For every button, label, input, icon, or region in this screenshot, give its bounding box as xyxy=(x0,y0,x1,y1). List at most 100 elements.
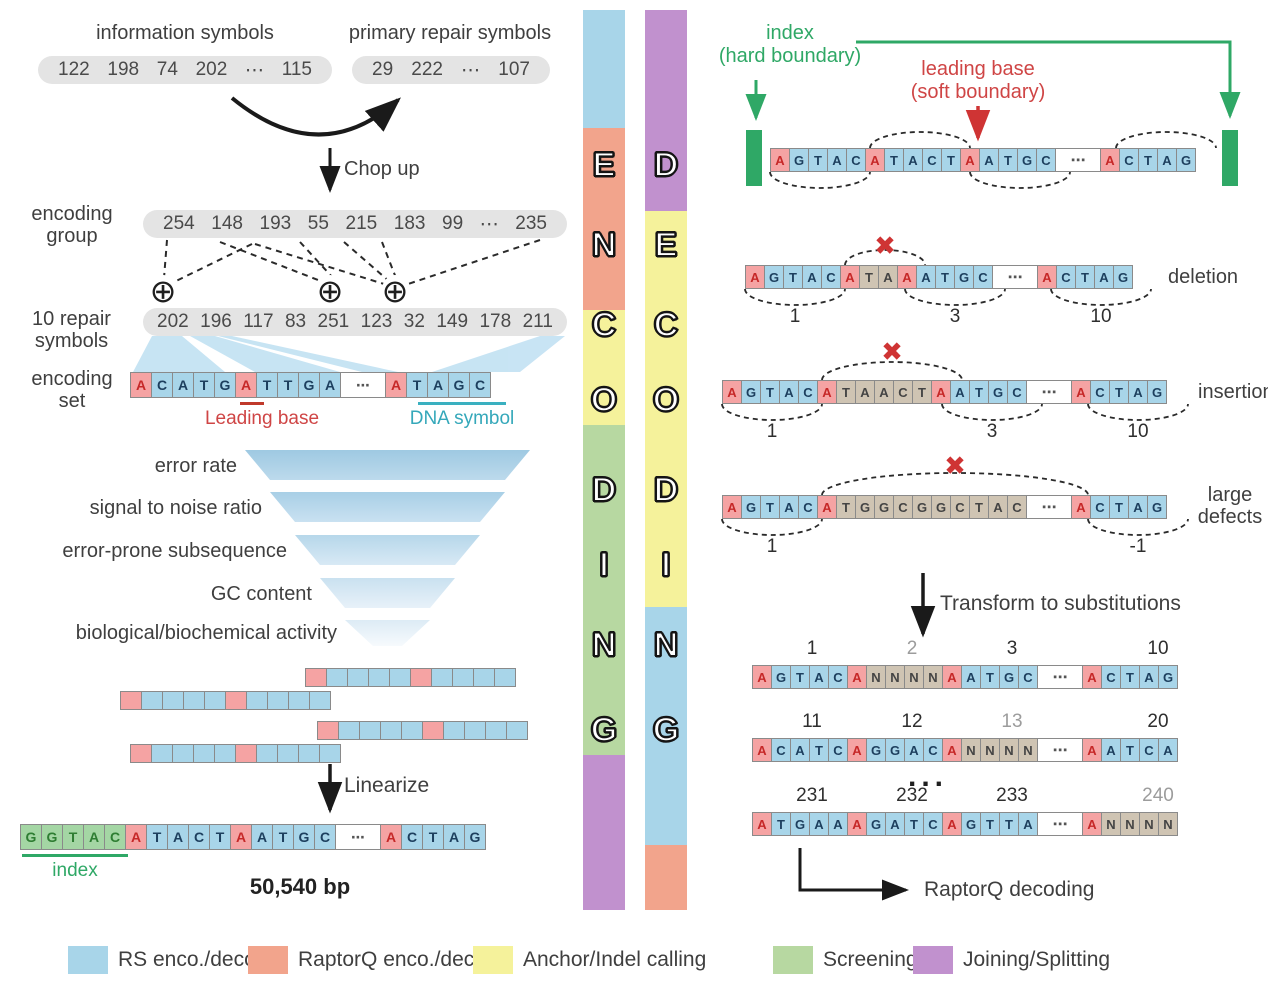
dna-cell: ⋯ xyxy=(1037,812,1083,836)
dna-cell: G xyxy=(464,824,486,850)
linearized-strand: G G T A C A T A C T A A T G C ⋯ A C T A G xyxy=(20,824,486,850)
dna-cell: A xyxy=(752,812,772,836)
anchor-number: -1 xyxy=(1129,536,1147,557)
symbol-number: 12 xyxy=(901,711,923,732)
encoding-set-label-line1: encoding xyxy=(31,368,113,390)
dna-cell: A xyxy=(840,265,860,289)
encoding-bar-joining-segment xyxy=(583,755,625,910)
decoding-bar-rs-segment xyxy=(645,607,687,845)
dna-cell: T xyxy=(406,372,428,398)
symbol-number: 2 xyxy=(906,638,918,659)
dna-cell xyxy=(183,691,205,710)
dna-cell xyxy=(288,691,310,710)
dna-cell: N xyxy=(923,665,943,689)
leading-base-underline xyxy=(240,402,264,405)
dna-cell: ⋯ xyxy=(992,265,1038,289)
dna-cell: A xyxy=(874,380,894,404)
dna-cell: G xyxy=(1147,495,1167,519)
dna-cell xyxy=(267,691,289,710)
repair-symbols-label-line1: 10 repair xyxy=(32,308,111,330)
dna-cell xyxy=(277,744,299,763)
decoding-letter: C xyxy=(653,305,680,345)
dna-cell: A xyxy=(1082,665,1102,689)
dna-cell: T xyxy=(904,812,924,836)
dna-cell: A xyxy=(1158,738,1178,762)
error-x-icon: ✖ xyxy=(881,336,903,367)
dna-cell: N xyxy=(980,738,1000,762)
dna-cell: T xyxy=(836,380,856,404)
pill-value: 123 xyxy=(360,311,393,332)
dna-cell: ⋯ xyxy=(1055,148,1101,172)
dna-cell: A xyxy=(745,265,765,289)
dna-cell: A xyxy=(904,738,924,762)
xor-icon: ⊕ xyxy=(149,273,177,309)
legend-label-joining: Joining/Splitting xyxy=(963,948,1111,971)
large-defects-strand: A G T A C A T G G C G G C T A C ⋯ A C T A G xyxy=(722,495,1167,519)
dna-cell: G xyxy=(771,665,791,689)
encoding-group-label-line1: encoding xyxy=(31,203,113,225)
dna-cell: A xyxy=(942,738,962,762)
dna-cell: G xyxy=(855,495,875,519)
dna-cell: G xyxy=(866,738,886,762)
information-symbols-label: information symbols xyxy=(96,22,274,44)
dna-cell: A xyxy=(167,824,189,850)
dna-cell xyxy=(380,721,402,740)
dna-cell: T xyxy=(760,380,780,404)
encoding-letter: G xyxy=(590,710,618,750)
substitution-strand: A G T A C A N N N N A A T G C ⋯ A C T A G xyxy=(752,665,1178,689)
dna-cell: C xyxy=(922,148,942,172)
dna-cell: T xyxy=(884,148,904,172)
index-label: index xyxy=(52,860,98,881)
anchor-number: 10 xyxy=(1090,306,1112,327)
dna-cell: A xyxy=(847,738,867,762)
pill-value: ⋯ xyxy=(479,213,499,235)
repair-symbols-label-line2: symbols xyxy=(34,330,109,353)
dna-fragment xyxy=(305,668,516,687)
dna-cell: A xyxy=(1082,812,1102,836)
dna-cell: N xyxy=(1139,812,1159,836)
dna-cell: T xyxy=(771,812,791,836)
pill-value: 196 xyxy=(200,311,232,332)
legend-label-screening: Screening xyxy=(823,948,918,971)
index-boundary-bar-right xyxy=(1222,130,1238,186)
dna-cell: A xyxy=(230,824,252,850)
dna-cell: G xyxy=(931,495,951,519)
dna-cell: G xyxy=(988,380,1008,404)
decoding-letter: O xyxy=(652,380,680,420)
dna-cell xyxy=(389,668,411,687)
dna-cell: N xyxy=(1018,738,1038,762)
pill-value: 99 xyxy=(442,213,464,234)
funnel-label-error-rate: error rate xyxy=(154,455,237,477)
dna-cell xyxy=(338,721,360,740)
dna-cell: A xyxy=(988,495,1008,519)
dna-cell: C xyxy=(469,372,491,398)
dna-cell xyxy=(151,744,173,763)
dna-cell: A xyxy=(817,495,837,519)
dna-cell: C xyxy=(828,665,848,689)
legend-swatch-anchor xyxy=(473,946,513,974)
encoding-group-pill: 254 148 193 55 215 183 99 ⋯ 235 xyxy=(143,210,567,238)
dna-cell: T xyxy=(209,824,231,850)
pill-value: 222 xyxy=(411,59,443,80)
dna-cell: ⋯ xyxy=(340,372,386,398)
dna-cell xyxy=(246,691,268,710)
dna-cell: C xyxy=(1101,665,1121,689)
dna-cell xyxy=(305,668,327,687)
dna-cell: A xyxy=(1037,265,1057,289)
linearize-label: Linearize xyxy=(344,774,430,797)
dna-cell xyxy=(256,744,278,763)
pill-value: 122 xyxy=(58,59,90,80)
dna-cell: ⋯ xyxy=(1026,380,1072,404)
dna-cell: T xyxy=(980,812,1000,836)
pill-value: 215 xyxy=(345,213,378,234)
dna-fragment xyxy=(317,721,528,740)
dna-cell: C xyxy=(923,738,943,762)
pill-value: 211 xyxy=(522,311,553,332)
primary-repair-symbols-label: primary repair symbols xyxy=(348,22,552,44)
repair-symbols-label: 10 repair symbols xyxy=(14,308,129,353)
decoding-letter: D xyxy=(653,470,680,510)
total-length-label: 50,540 bp xyxy=(249,874,351,899)
dna-cell: T xyxy=(1120,738,1140,762)
insertion-strand: A G T A C A T A A C T A A T G C ⋯ A C T A G xyxy=(722,380,1167,404)
dna-cell: A xyxy=(1101,738,1121,762)
